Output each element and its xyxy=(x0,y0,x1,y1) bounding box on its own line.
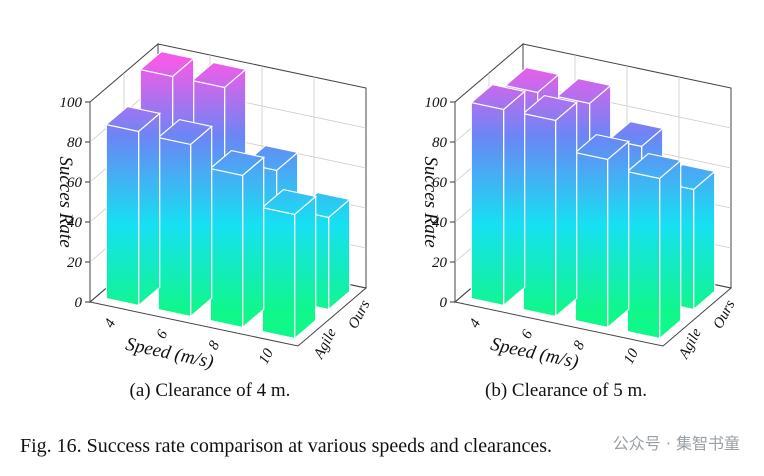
bar-top-face xyxy=(104,105,162,133)
bar-side-face xyxy=(328,198,351,311)
bar-agile-4 xyxy=(469,83,527,307)
bar-agile-10 xyxy=(260,188,318,340)
bar-front-face xyxy=(574,151,609,329)
bar-top-face xyxy=(573,133,631,161)
z-tick-label: 60 xyxy=(432,175,448,191)
bar-top-face xyxy=(208,149,266,177)
bar-front-face xyxy=(157,136,192,318)
bar-agile-6 xyxy=(521,94,579,318)
z-tick-label: 100 xyxy=(425,95,448,111)
z-tick-label: 20 xyxy=(432,255,448,271)
bar-agile-4 xyxy=(104,105,162,307)
bar-top-face xyxy=(555,77,613,105)
z-tick-label: 60 xyxy=(67,175,83,191)
bar-top-face xyxy=(503,66,561,94)
bar-side-face xyxy=(554,101,578,318)
x-axis-label: Speed (m/s) xyxy=(489,334,581,373)
bar-side-face xyxy=(692,170,716,311)
subcaption-b: (b) Clearance of 5 m. xyxy=(485,380,647,401)
z-tick-label: 80 xyxy=(67,135,83,151)
z-tick-label: 40 xyxy=(67,215,83,231)
x-axis-label: Speed (m/s) xyxy=(124,334,216,373)
z-tick-label: 100 xyxy=(60,95,83,111)
x-tick-label: 4 xyxy=(102,316,120,331)
bar-agile-10 xyxy=(625,152,683,340)
bar-top-face xyxy=(521,94,579,122)
z-axis-label: Succes Rate xyxy=(420,156,441,247)
bar-side-face xyxy=(606,140,630,329)
x-tick-label: 10 xyxy=(256,346,277,367)
x-tick-label: 4 xyxy=(467,316,485,331)
bar-side-face xyxy=(138,112,161,307)
bar-front-face xyxy=(522,112,557,318)
watermark: 公众号 · 集智书童 xyxy=(613,434,740,453)
figure-caption: Fig. 16. Success rate comparison at vari… xyxy=(20,435,552,457)
bar-top-face xyxy=(469,83,527,111)
z-axis-label: Succes Rate xyxy=(55,156,76,247)
bar-side-face xyxy=(294,195,317,340)
bar-top-face xyxy=(625,152,683,180)
z-tick-label: 0 xyxy=(440,295,448,311)
bar-front-face xyxy=(261,206,296,340)
bar-side-face xyxy=(658,159,682,340)
bar-agile-6 xyxy=(156,118,214,318)
z-tick-label: 40 xyxy=(432,215,448,231)
bar-side-face xyxy=(503,90,526,307)
bar-front-face xyxy=(209,167,244,329)
bar-front-face xyxy=(470,101,505,307)
bar-side-face xyxy=(190,125,213,318)
bar-front-face xyxy=(626,170,661,340)
subcaption-a: (a) Clearance of 4 m. xyxy=(130,380,291,401)
bar-agile-8 xyxy=(208,149,266,329)
bar-side-face xyxy=(242,156,265,329)
x-tick-label: 10 xyxy=(621,346,642,367)
bar-top-face xyxy=(260,188,318,216)
z-tick-label: 80 xyxy=(432,135,448,151)
z-tick-label: 20 xyxy=(67,255,83,271)
bar-agile-8 xyxy=(573,133,631,329)
bar-top-face xyxy=(156,118,214,146)
bar-front-face xyxy=(105,123,140,307)
bar-top-face xyxy=(190,61,248,89)
bar-top-face xyxy=(138,50,196,78)
z-tick-label: 0 xyxy=(75,295,83,311)
